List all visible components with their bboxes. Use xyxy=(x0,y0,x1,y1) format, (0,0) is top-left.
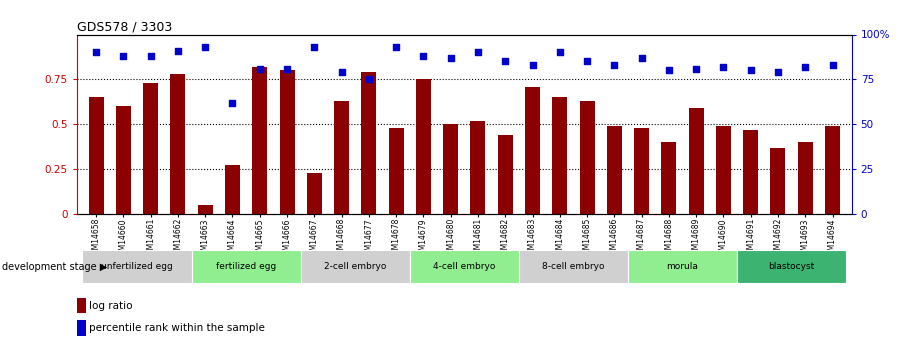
Bar xyxy=(798,142,813,214)
Bar xyxy=(89,97,103,214)
Bar xyxy=(361,72,376,214)
Point xyxy=(717,64,731,70)
Point xyxy=(170,48,185,53)
Point xyxy=(253,66,267,71)
Bar xyxy=(497,135,513,214)
Text: development stage ▶: development stage ▶ xyxy=(2,262,107,272)
Text: 8-cell embryo: 8-cell embryo xyxy=(542,262,604,271)
Bar xyxy=(77,298,86,313)
Bar xyxy=(580,101,594,214)
Bar xyxy=(443,124,458,214)
Bar xyxy=(743,130,758,214)
Point xyxy=(361,77,376,82)
Point xyxy=(825,62,840,68)
Point xyxy=(116,53,130,59)
Bar xyxy=(116,106,130,214)
Point xyxy=(525,62,540,68)
Point xyxy=(198,44,212,50)
Bar xyxy=(689,108,704,214)
Bar xyxy=(628,250,737,283)
Bar xyxy=(252,67,267,214)
Point xyxy=(744,68,758,73)
Text: log ratio: log ratio xyxy=(90,301,133,311)
Point xyxy=(553,50,567,55)
Point xyxy=(307,44,322,50)
Bar xyxy=(225,166,240,214)
Bar xyxy=(470,121,486,214)
Point xyxy=(280,66,294,71)
Bar xyxy=(410,250,519,283)
Point xyxy=(798,64,813,70)
Bar xyxy=(77,320,86,336)
Bar xyxy=(416,79,431,214)
Bar xyxy=(280,70,294,214)
Point xyxy=(416,53,430,59)
Point xyxy=(443,55,458,61)
Point xyxy=(471,50,486,55)
Bar xyxy=(770,148,786,214)
Point xyxy=(580,59,594,64)
Point xyxy=(143,53,158,59)
Bar xyxy=(170,74,186,214)
Point xyxy=(634,55,649,61)
Text: 4-cell embryo: 4-cell embryo xyxy=(433,262,496,271)
Point xyxy=(89,50,103,55)
Bar xyxy=(825,126,840,214)
Point xyxy=(498,59,513,64)
Bar xyxy=(716,126,731,214)
Bar xyxy=(634,128,649,214)
Bar xyxy=(143,83,159,214)
Text: unfertilized egg: unfertilized egg xyxy=(101,262,173,271)
Bar xyxy=(198,205,213,214)
Text: blastocyst: blastocyst xyxy=(768,262,814,271)
Bar xyxy=(191,250,301,283)
Bar xyxy=(525,87,540,214)
Point xyxy=(661,68,676,73)
Bar xyxy=(737,250,846,283)
Point xyxy=(226,100,240,106)
Point xyxy=(689,66,703,71)
Text: GDS578 / 3303: GDS578 / 3303 xyxy=(77,20,172,33)
Text: 2-cell embryo: 2-cell embryo xyxy=(324,262,387,271)
Point xyxy=(334,69,349,75)
Bar xyxy=(334,101,349,214)
Text: percentile rank within the sample: percentile rank within the sample xyxy=(90,323,265,333)
Text: fertilized egg: fertilized egg xyxy=(216,262,276,271)
Bar xyxy=(519,250,628,283)
Bar xyxy=(82,250,191,283)
Point xyxy=(607,62,622,68)
Bar xyxy=(553,97,567,214)
Point xyxy=(389,44,403,50)
Point xyxy=(771,69,786,75)
Bar xyxy=(307,172,322,214)
Bar xyxy=(661,142,677,214)
Bar xyxy=(301,250,410,283)
Text: morula: morula xyxy=(667,262,699,271)
Bar xyxy=(389,128,404,214)
Bar xyxy=(607,126,622,214)
